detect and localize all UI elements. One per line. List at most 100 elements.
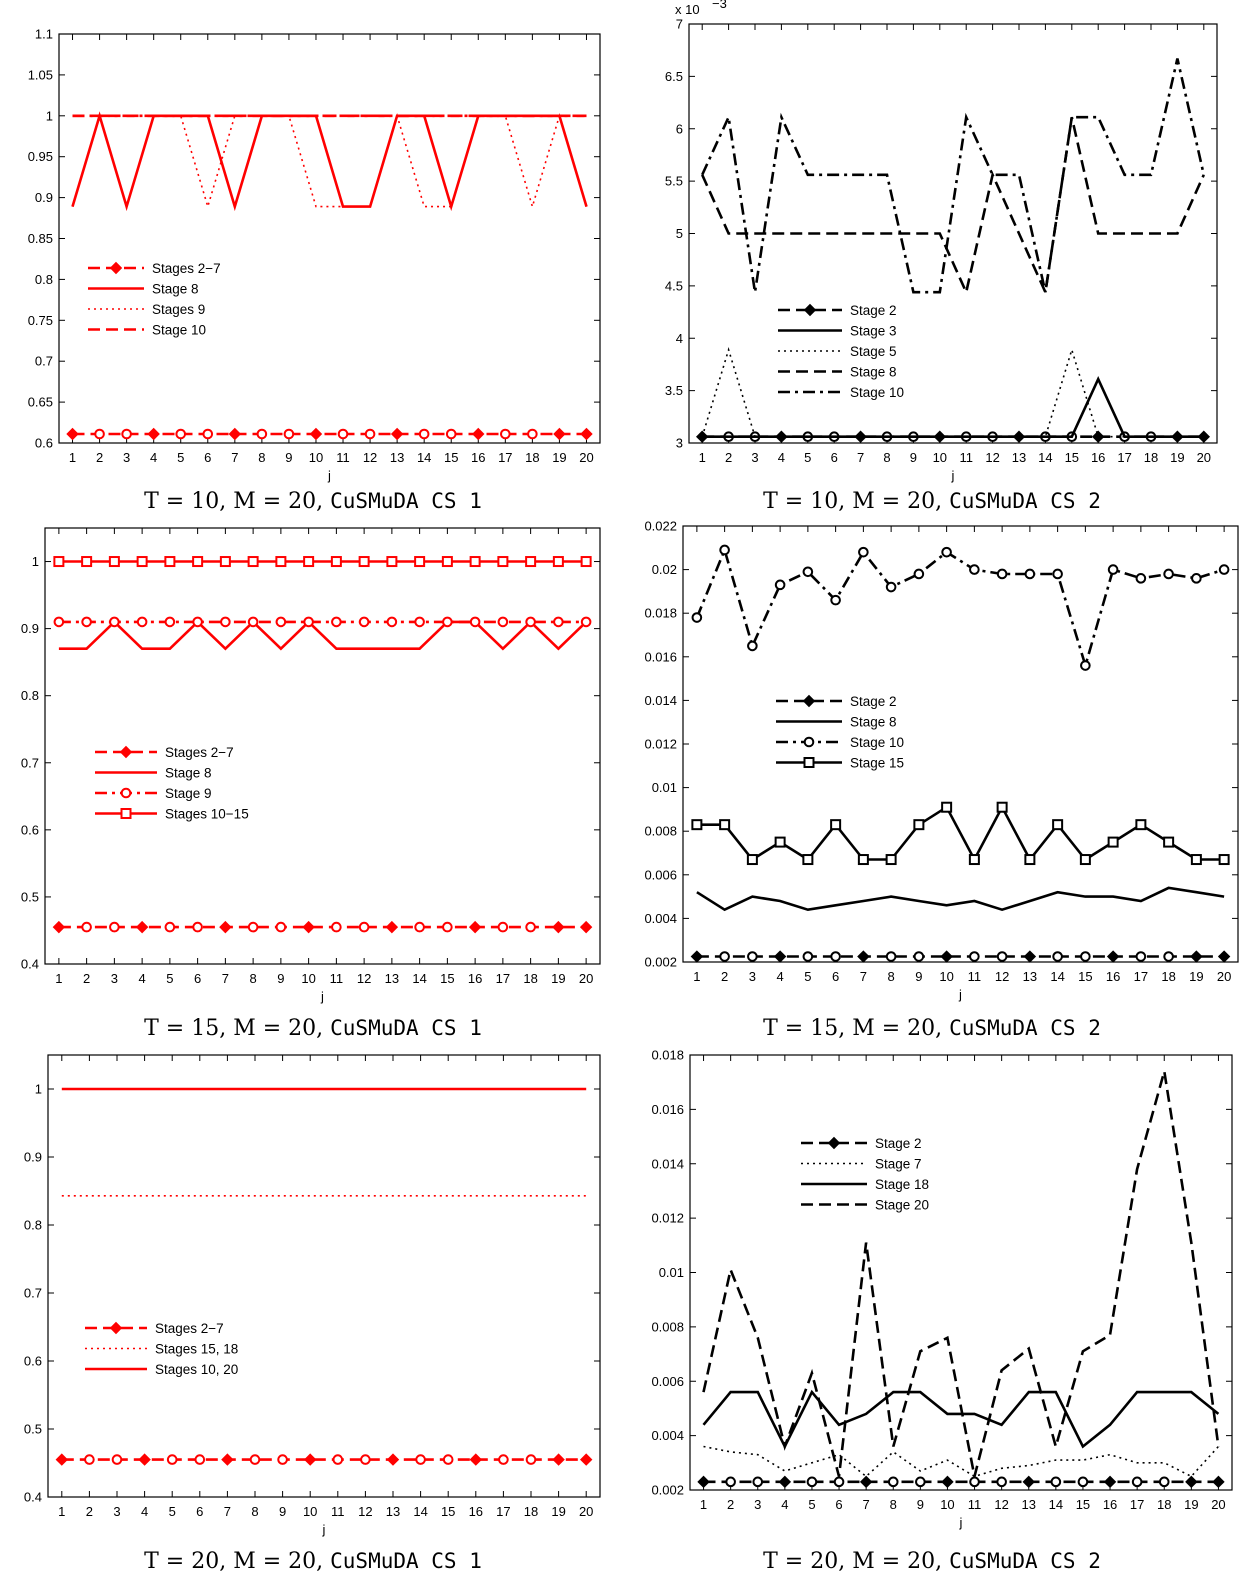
series-1 <box>690 950 1231 963</box>
x-tick-label: 11 <box>330 971 344 986</box>
data-point <box>256 428 268 440</box>
data-point <box>81 921 92 933</box>
legend-marker <box>120 808 132 819</box>
x-tick-label: 3 <box>111 971 118 986</box>
x-tick-label: 2 <box>727 1497 734 1512</box>
x-tick-label: 11 <box>331 1504 345 1519</box>
x-tick-label: 1 <box>55 971 62 986</box>
data-point <box>941 1475 954 1489</box>
series-line <box>702 375 1204 439</box>
x-tick-label: 5 <box>808 1497 815 1512</box>
x-tick-label: 13 <box>1012 450 1026 465</box>
x-tick-label: 16 <box>469 1504 483 1519</box>
data-point <box>996 801 1008 813</box>
data-point <box>806 1476 818 1488</box>
x-tick-label: 16 <box>1103 1497 1117 1512</box>
series-2 <box>703 1445 1219 1478</box>
data-point <box>192 556 204 568</box>
x-tick-label: 2 <box>725 450 732 465</box>
x-tick-label: 10 <box>301 971 315 986</box>
x-tick-label: 9 <box>915 969 922 984</box>
series-line <box>701 116 1205 297</box>
x-tick-label: 2 <box>83 971 90 986</box>
data-point <box>913 568 925 580</box>
legend-marker <box>803 736 815 748</box>
x-tick-label: 10 <box>939 969 953 984</box>
legend-label: Stages 2−7 <box>165 745 234 760</box>
data-point <box>1131 1476 1143 1488</box>
x-tick-label: 15 <box>1065 450 1079 465</box>
x-tick-label: 5 <box>177 450 184 465</box>
data-point <box>194 1454 206 1465</box>
x-tick-label: 18 <box>1144 450 1158 465</box>
x-tick-label: 14 <box>1049 1497 1063 1512</box>
x-tick-label: 11 <box>968 969 982 984</box>
chart-caption: T = 15, M = 20, CuSMuDA CS 1 <box>144 1016 482 1041</box>
x-tick-label: 6 <box>194 971 201 986</box>
y-tick-label: 7 <box>676 17 683 32</box>
y-tick-label: 0.022 <box>644 519 677 534</box>
data-point <box>147 427 160 441</box>
y-tick-label: 5.5 <box>665 174 683 189</box>
x-tick-label: 10 <box>303 1504 317 1519</box>
series-line <box>701 58 1206 294</box>
data-point <box>442 1454 454 1465</box>
x-tick-label: 8 <box>890 1497 897 1512</box>
y-tick-label: 0.6 <box>35 436 53 451</box>
legend-marker <box>119 745 133 759</box>
y-tick-label: 0.7 <box>24 1286 42 1301</box>
x-tick-label: 4 <box>777 969 784 984</box>
x-tick-label: 2 <box>721 969 728 984</box>
data-point <box>303 616 314 628</box>
y-tick-label: 1.05 <box>28 67 53 82</box>
data-point <box>1052 819 1064 831</box>
series-line <box>58 620 588 651</box>
x-axis-label: j <box>320 989 324 1004</box>
x-tick-label: 16 <box>471 450 485 465</box>
data-point <box>719 819 731 831</box>
plot-frame <box>47 1054 601 1498</box>
data-point <box>275 616 287 628</box>
series-3 <box>702 1389 1220 1450</box>
x-tick-label: 7 <box>860 969 867 984</box>
y-tick-label: 4.5 <box>665 278 683 293</box>
y-tick-label: 0.018 <box>651 1048 684 1063</box>
x-tick-label: 2 <box>96 450 103 465</box>
y-tick-label: 0.8 <box>21 688 39 703</box>
x-tick-label: 14 <box>1050 969 1064 984</box>
x-tick-label: 11 <box>336 450 350 465</box>
data-point <box>1103 1475 1117 1489</box>
data-point <box>1163 836 1175 848</box>
data-point <box>66 427 79 441</box>
legend-label: Stage 5 <box>850 344 897 359</box>
x-tick-label: 17 <box>496 971 510 986</box>
x-tick-label: 8 <box>250 971 257 986</box>
data-point <box>580 556 592 568</box>
series-1 <box>52 920 593 934</box>
chart-6: 0.002 0.004 0.006 0.008 0.01 0.012 0.014 0.016 0… <box>651 1048 1233 1574</box>
y-tick-label: 0.01 <box>652 780 677 795</box>
data-point <box>1080 660 1091 671</box>
legend-label: Stage 2 <box>875 1136 922 1151</box>
y-tick-label: 0.01 <box>659 1265 684 1280</box>
data-point <box>1218 564 1230 575</box>
data-point <box>192 921 203 933</box>
y-tick-label: 0.012 <box>651 1211 684 1226</box>
data-point <box>414 616 425 628</box>
x-axis-label: j <box>322 1522 326 1537</box>
data-point <box>109 921 120 933</box>
legend-marker <box>109 261 123 275</box>
y-tick-label: 6 <box>676 121 683 136</box>
data-point <box>469 556 481 568</box>
y-tick-label: 0.016 <box>644 649 677 664</box>
x-tick-label: 13 <box>386 1504 400 1519</box>
legend-label: Stages 10−15 <box>165 807 249 822</box>
chart-caption: T = 10, M = 20, CuSMuDA CS 1 <box>144 489 482 514</box>
x-tick-label: 19 <box>551 1504 565 1519</box>
plot-frame <box>682 525 1239 963</box>
x-axis-label: j <box>327 468 331 483</box>
x-tick-label: 17 <box>498 450 512 465</box>
data-point <box>81 556 93 568</box>
